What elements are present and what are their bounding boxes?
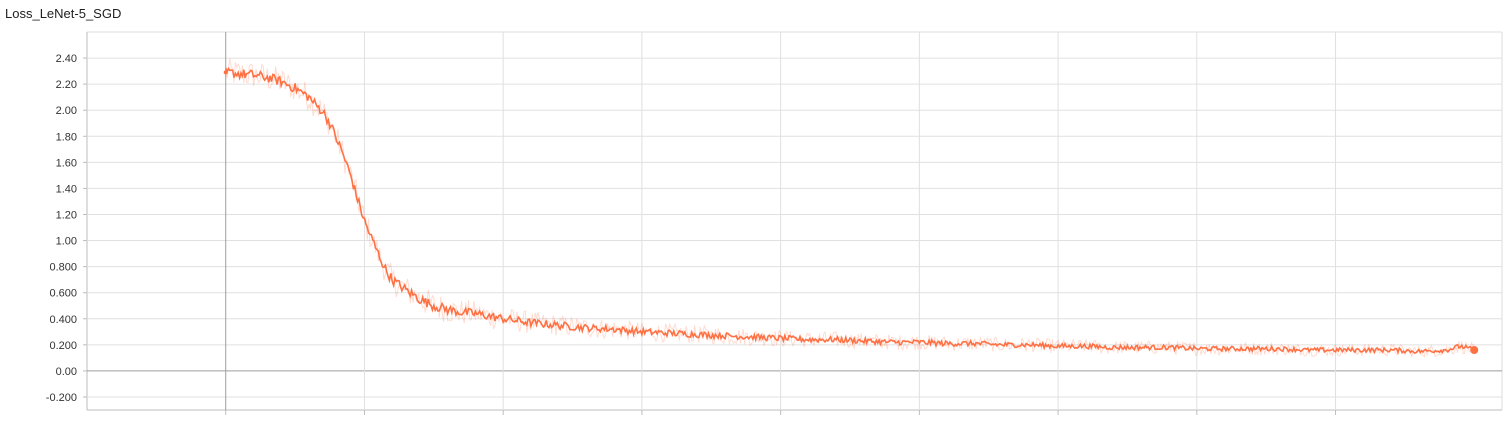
y-tick-label: 1.40 [56, 183, 77, 195]
y-tick-label: 1.20 [56, 209, 77, 221]
y-tick-label: 1.60 [56, 157, 77, 169]
y-tick-label: 0.600 [49, 288, 77, 300]
y-tick-label: 0.200 [49, 340, 77, 352]
series-end-point [1470, 346, 1479, 355]
y-tick-label: -0.200 [46, 392, 77, 404]
y-tick-label: 2.00 [56, 105, 77, 117]
y-tick-label: 1.80 [56, 131, 77, 143]
y-tick-label: 0.00 [56, 366, 77, 378]
y-tick-label: 0.800 [49, 262, 77, 274]
series-raw-line [225, 58, 1475, 358]
y-tick-label: 0.400 [49, 314, 77, 326]
series-line [224, 67, 1475, 355]
y-tick-label: 2.20 [56, 79, 77, 91]
chart-title: Loss_LeNet-5_SGD [5, 6, 122, 21]
series-start-point [223, 70, 228, 75]
y-tick-label: 2.40 [56, 53, 77, 65]
y-tick-label: 1.00 [56, 236, 77, 248]
